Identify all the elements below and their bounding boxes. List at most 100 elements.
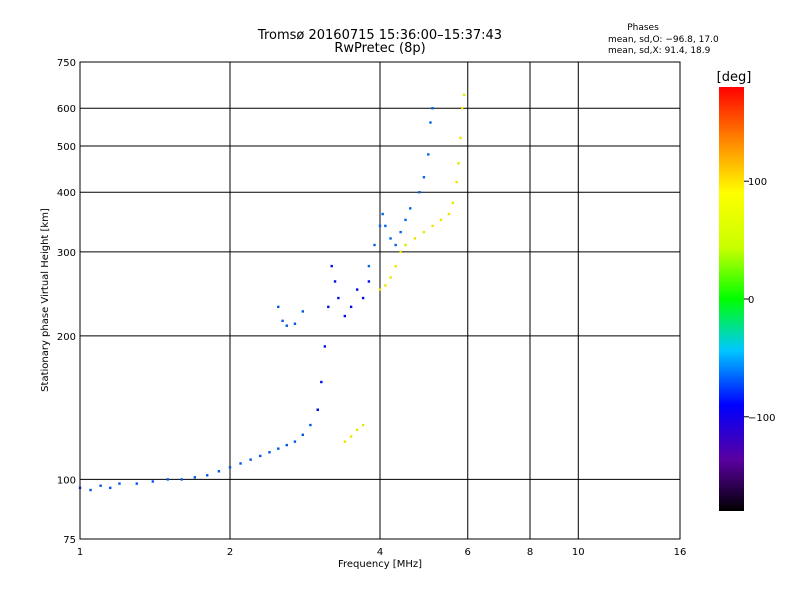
data-point: [422, 230, 426, 234]
colorbar-tick-label: 100: [748, 177, 767, 188]
data-point: [373, 243, 376, 247]
data-point: [285, 324, 288, 327]
data-point: [404, 218, 407, 222]
data-point: [180, 478, 183, 481]
data-point: [316, 408, 319, 411]
data-point: [277, 305, 280, 309]
data-point: [355, 288, 359, 291]
data-point: [135, 482, 138, 485]
colorbar-tick-label: −100: [748, 413, 775, 424]
data-point: [285, 443, 288, 447]
data-point: [118, 482, 121, 485]
x-axis-ticks: 1 2 4 6 8 10 16: [77, 547, 687, 558]
data-point: [323, 345, 327, 348]
data-point: [431, 107, 434, 110]
data-point: [293, 322, 297, 325]
data-point: [99, 484, 102, 487]
data-point: [431, 224, 434, 228]
data-point: [378, 288, 382, 291]
data-point: [320, 380, 323, 384]
data-point: [228, 466, 232, 469]
data-point: [378, 224, 382, 228]
data-point: [249, 458, 252, 461]
data-point: [330, 264, 333, 268]
grid-lines: [80, 62, 680, 539]
data-point: [301, 310, 305, 313]
y-tick-label: 300: [57, 248, 76, 259]
data-point: [404, 243, 407, 247]
x-tick-label: 6: [465, 547, 471, 558]
data-point: [361, 296, 365, 300]
data-point: [389, 276, 392, 279]
x-tick-label: 2: [227, 547, 233, 558]
data-point: [413, 237, 417, 240]
data-point: [277, 447, 280, 450]
data-point: [459, 136, 462, 140]
data-point: [457, 162, 460, 165]
data-point: [429, 121, 432, 124]
chart-subtitle: RwPretec (8p): [334, 41, 425, 56]
stats-heading: Phases: [627, 23, 659, 33]
plot-frame: [79, 61, 681, 540]
data-point: [349, 435, 353, 438]
stats-x-line: mean, sd,X: 91.4, 18.9: [608, 46, 711, 56]
data-points: [78, 93, 466, 492]
data-point: [293, 440, 297, 443]
data-point: [217, 470, 221, 473]
data-point: [333, 280, 337, 283]
stats-o-line: mean, sd,O: −96.8, 17.0: [608, 35, 719, 45]
x-tick-label: 8: [527, 547, 533, 558]
y-tick-label: 500: [57, 142, 76, 153]
data-point: [455, 180, 458, 184]
data-point: [361, 423, 365, 427]
colorbar-tick-label: 0: [748, 295, 754, 306]
y-tick-label: 750: [57, 58, 76, 69]
colorbar-label: [deg]: [717, 70, 752, 85]
data-point: [259, 454, 262, 458]
y-tick-label: 400: [57, 188, 76, 199]
data-point: [355, 428, 359, 432]
data-point: [418, 191, 421, 194]
data-point: [367, 280, 371, 283]
y-axis-ticks: 75 100 200 300 400 500 600 750: [57, 58, 76, 546]
data-point: [367, 264, 371, 268]
data-point: [337, 296, 340, 300]
x-tick-label: 10: [572, 547, 585, 558]
x-tick-label: 4: [377, 547, 383, 558]
data-point: [447, 212, 451, 216]
data-point: [461, 107, 464, 110]
chart-title: Tromsø 20160715 15:36:00–15:37:43: [257, 28, 502, 43]
data-point: [409, 207, 412, 210]
data-point: [399, 250, 402, 254]
data-point: [399, 230, 402, 234]
data-point: [451, 201, 455, 205]
data-point: [389, 237, 392, 240]
data-point: [343, 314, 347, 318]
x-tick-label: 1: [77, 547, 83, 558]
y-axis-label: Stationary phase Virtual Height [km]: [40, 208, 51, 392]
data-point: [309, 423, 312, 427]
data-point: [394, 264, 397, 268]
data-point: [205, 474, 209, 477]
data-point: [394, 243, 397, 247]
data-point: [439, 218, 443, 222]
data-point: [301, 433, 305, 437]
data-point: [381, 212, 384, 216]
x-axis-label: Frequency [MHz]: [338, 559, 422, 570]
data-point: [422, 176, 426, 179]
data-point: [268, 451, 271, 454]
data-point: [384, 284, 387, 287]
data-point: [427, 153, 430, 156]
colorbar-ticks: 100 0 −100: [744, 177, 775, 424]
colorbar: [719, 87, 744, 511]
data-point: [89, 488, 92, 492]
data-point: [343, 440, 347, 443]
y-tick-label: 75: [63, 535, 76, 546]
y-tick-label: 200: [57, 332, 76, 343]
data-point: [462, 93, 466, 97]
data-point: [384, 224, 387, 228]
x-tick-label: 16: [674, 547, 687, 558]
y-tick-label: 600: [57, 104, 76, 115]
data-point: [151, 480, 155, 483]
